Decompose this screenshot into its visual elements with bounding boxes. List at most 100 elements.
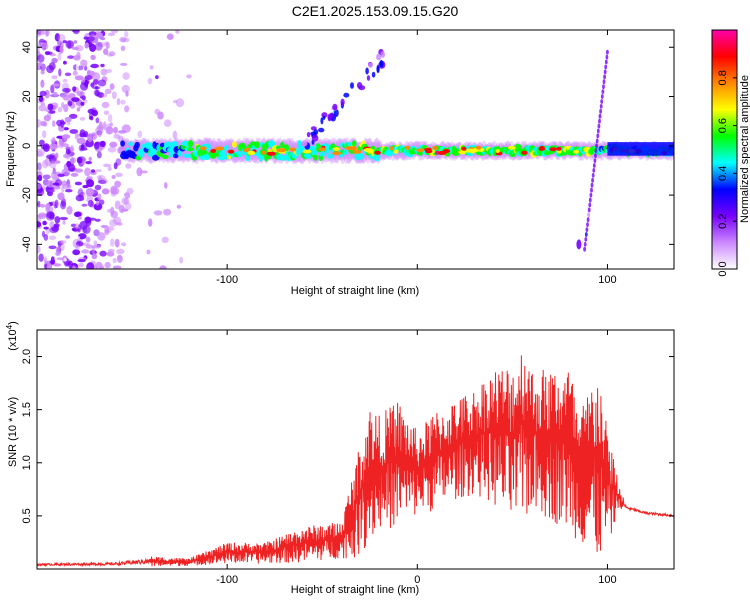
noise-speck <box>76 107 81 112</box>
noise-speck <box>104 261 111 269</box>
noise-speck <box>137 130 143 138</box>
noise-speck <box>71 97 80 102</box>
noise-speck <box>116 98 121 106</box>
noise-speck <box>46 112 52 118</box>
band-blob <box>134 141 140 149</box>
band-blob <box>313 154 318 161</box>
noise-speck <box>37 221 42 228</box>
noise-speck <box>97 179 107 184</box>
noise-speck <box>107 146 117 153</box>
noise-speck <box>121 84 130 93</box>
noise-speck <box>106 208 113 213</box>
ascending-speck <box>368 62 373 68</box>
band-peak <box>425 149 433 154</box>
noise-speck <box>123 198 130 205</box>
descending-speck <box>595 138 599 144</box>
descending-speck <box>591 173 595 178</box>
snr-marks <box>37 355 674 568</box>
noise-speck <box>54 179 63 187</box>
ascending-speck <box>318 127 325 133</box>
snr-ytick-label: 1.5 <box>21 402 33 417</box>
spectrogram-marks <box>37 30 674 269</box>
noise-speck <box>50 84 55 94</box>
noise-speck <box>40 70 45 75</box>
descending-speck <box>588 202 592 208</box>
noise-speck <box>121 208 129 212</box>
descending-speck <box>583 242 587 247</box>
descending-speck <box>584 232 588 237</box>
noise-speck <box>179 256 184 264</box>
noise-speck <box>78 233 87 240</box>
noise-speck <box>85 161 93 165</box>
noise-speck <box>55 251 61 256</box>
noise-speck <box>57 192 65 201</box>
ascending-speck <box>300 140 308 147</box>
noise-speck <box>81 77 86 84</box>
band-blob <box>280 141 285 148</box>
descending-speck <box>590 182 594 188</box>
noise-speck <box>67 100 73 107</box>
ascending-speck <box>306 131 311 138</box>
noise-speck <box>93 244 101 249</box>
noise-speck <box>67 93 76 99</box>
band-peak <box>549 147 558 152</box>
noise-speck <box>66 205 73 215</box>
spectrogram-xlabel: Height of straight line (km) <box>291 285 419 297</box>
descending-speck <box>600 94 604 99</box>
noise-speck <box>166 33 174 40</box>
ascending-speck <box>379 60 384 68</box>
noise-speck <box>39 204 46 208</box>
noise-speck <box>75 63 79 72</box>
noise-speck <box>107 32 115 37</box>
noise-speck <box>115 172 123 177</box>
noise-speck <box>40 102 45 106</box>
ascending-speck <box>365 67 369 75</box>
descending-speck <box>600 99 604 104</box>
noise-speck <box>90 107 97 116</box>
band-peak <box>276 148 286 153</box>
noise-speck <box>68 260 74 269</box>
noise-speck <box>109 122 113 127</box>
noise-speck <box>138 52 144 59</box>
noise-speck <box>62 220 66 225</box>
noise-speck <box>51 83 61 87</box>
snr-ticks: -100 0 100 0.5 1.0 1.5 2.0 <box>21 330 674 586</box>
noise-speck <box>38 104 47 112</box>
noise-speck <box>62 183 72 190</box>
spectrogram-xtick-label: -100 <box>216 274 238 286</box>
noise-speck <box>37 148 45 157</box>
noise-speck <box>95 117 100 124</box>
noise-speck <box>48 245 57 250</box>
noise-speck <box>83 99 88 103</box>
noise-speck <box>74 211 82 217</box>
noise-speck <box>52 120 56 127</box>
noise-speck <box>95 169 102 173</box>
descending-speck <box>587 212 590 218</box>
noise-speck <box>100 37 106 41</box>
spectrogram-ytick-label: 0 <box>21 143 33 149</box>
noise-speck <box>105 69 112 73</box>
band-blob <box>128 141 133 147</box>
band-peak <box>539 145 545 150</box>
band-blob <box>149 147 157 156</box>
noise-speck <box>79 132 87 138</box>
noise-speck <box>157 111 164 120</box>
colorbar-tick-label: 0.4 <box>717 166 729 181</box>
noise-speck <box>163 119 172 127</box>
ascending-speck <box>380 51 385 58</box>
band-peak <box>261 150 266 155</box>
band-peak <box>458 150 467 155</box>
descending-speck <box>603 69 607 75</box>
noise-speck <box>104 257 109 262</box>
descending-speck <box>598 113 602 119</box>
noise-speck <box>79 117 86 121</box>
ascending-speck <box>311 134 319 142</box>
noise-speck <box>79 220 88 230</box>
colorbar-tick-label: 0.2 <box>717 214 729 229</box>
band-peak <box>416 148 425 153</box>
noise-speck <box>91 109 99 117</box>
noise-speck <box>87 133 93 143</box>
noise-speck <box>122 72 130 80</box>
band-peak <box>289 147 297 152</box>
noise-speck <box>94 218 101 222</box>
